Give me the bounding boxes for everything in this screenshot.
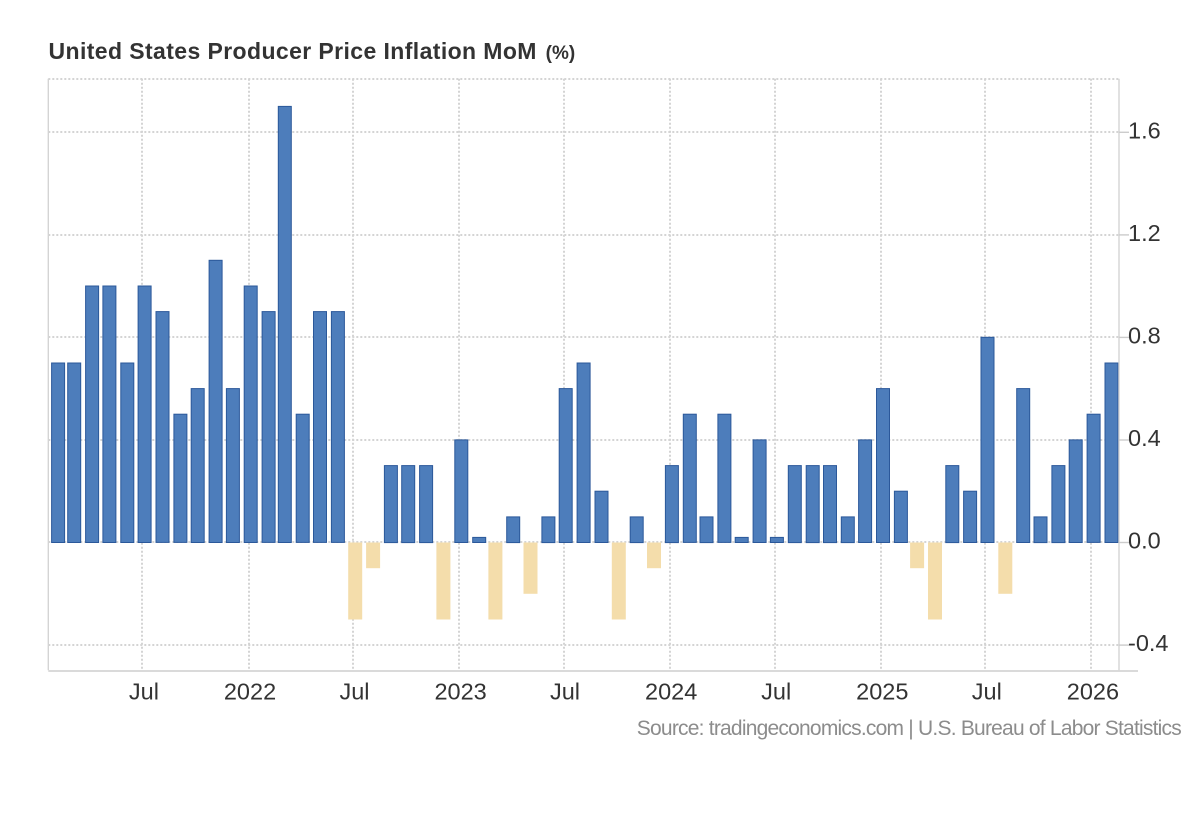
svg-text:Jul: Jul: [129, 679, 159, 705]
svg-text:2023: 2023: [434, 679, 486, 705]
svg-text:1.2: 1.2: [1128, 220, 1161, 246]
svg-text:0.8: 0.8: [1128, 323, 1161, 349]
svg-text:0.4: 0.4: [1128, 425, 1161, 451]
svg-text:0.0: 0.0: [1128, 528, 1161, 554]
svg-text:2026: 2026: [1067, 679, 1119, 705]
svg-text:Jul: Jul: [972, 679, 1002, 705]
svg-text:Jul: Jul: [339, 679, 369, 705]
svg-text:-0.4: -0.4: [1128, 630, 1169, 656]
svg-text:2022: 2022: [224, 679, 276, 705]
svg-text:1.6: 1.6: [1128, 117, 1161, 143]
svg-text:2024: 2024: [645, 679, 697, 705]
svg-text:Jul: Jul: [550, 679, 580, 705]
svg-text:Jul: Jul: [761, 679, 791, 705]
svg-text:2025: 2025: [856, 679, 908, 705]
